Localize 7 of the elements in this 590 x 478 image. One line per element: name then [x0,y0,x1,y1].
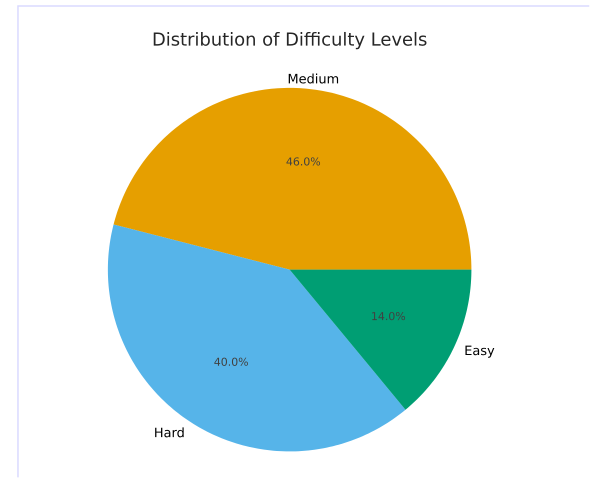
data-label: 14.0% [372,312,406,320]
data-label: 40.0% [214,358,248,366]
slice-label: Easy [465,346,494,358]
slice-label: Medium [288,73,338,84]
slice-label: Hard [155,427,184,438]
chart-title: Distribution of Difficulty Levels [154,32,426,50]
data-label: 46.0% [286,157,320,166]
